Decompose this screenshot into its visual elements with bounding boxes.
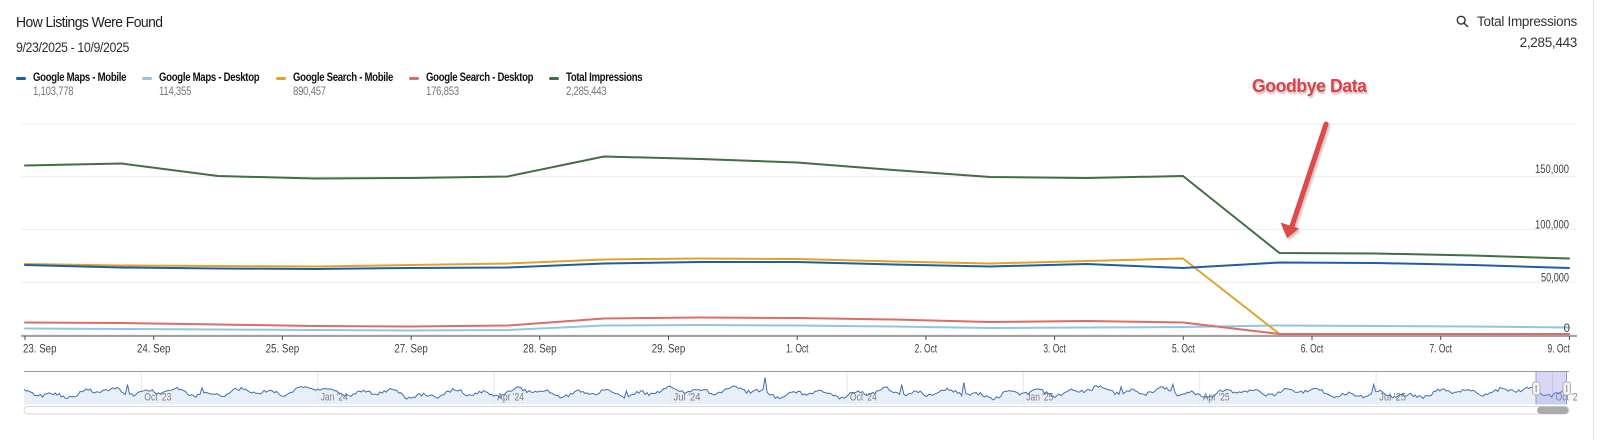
svg-text:Jan '24: Jan '24 bbox=[321, 392, 348, 404]
svg-text:1. Oct: 1. Oct bbox=[786, 344, 809, 356]
svg-text:9. Oct: 9. Oct bbox=[1548, 344, 1571, 356]
svg-text:150,000: 150,000 bbox=[1535, 164, 1569, 176]
svg-text:7. Oct: 7. Oct bbox=[1429, 344, 1452, 356]
svg-text:0: 0 bbox=[1564, 323, 1570, 335]
svg-text:Jan '25: Jan '25 bbox=[1026, 392, 1053, 404]
svg-text:100,000: 100,000 bbox=[1535, 220, 1569, 232]
svg-text:Oct '23: Oct '23 bbox=[144, 392, 171, 404]
svg-text:3. Oct: 3. Oct bbox=[1043, 344, 1066, 356]
svg-text:28. Sep: 28. Sep bbox=[523, 344, 557, 356]
svg-text:27. Sep: 27. Sep bbox=[394, 344, 428, 356]
svg-text:Jul '24: Jul '24 bbox=[674, 392, 701, 404]
svg-text:2. Oct: 2. Oct bbox=[915, 344, 938, 356]
svg-text:Apr '24: Apr '24 bbox=[497, 392, 524, 404]
svg-text:24. Sep: 24. Sep bbox=[137, 344, 171, 356]
svg-text:29. Sep: 29. Sep bbox=[652, 344, 686, 356]
svg-text:50,000: 50,000 bbox=[1541, 273, 1569, 285]
svg-text:5. Oct: 5. Oct bbox=[1172, 344, 1195, 356]
svg-text:25. Sep: 25. Sep bbox=[266, 344, 300, 356]
svg-text:23. Sep: 23. Sep bbox=[23, 344, 57, 356]
svg-text:6. Oct: 6. Oct bbox=[1301, 344, 1324, 356]
svg-text:Apr '25: Apr '25 bbox=[1203, 392, 1230, 404]
